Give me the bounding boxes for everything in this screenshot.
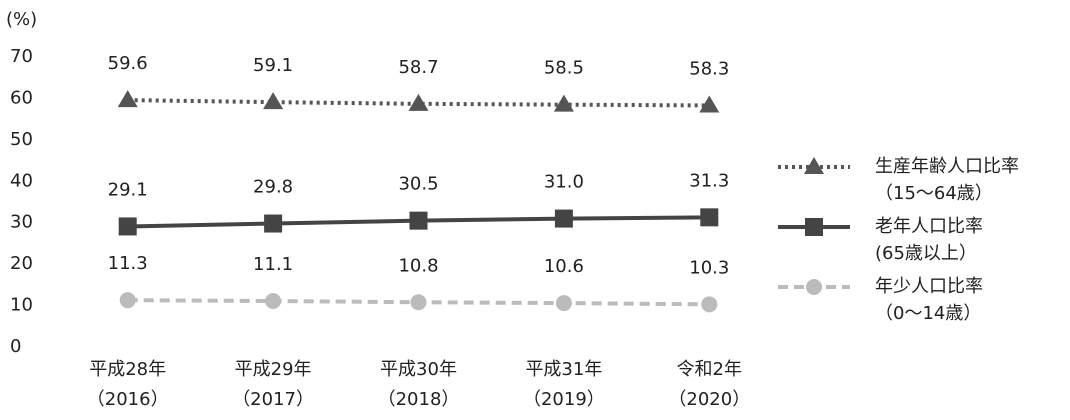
value-label: 29.1 [108,179,148,200]
x-tick-label: （2020） [668,389,750,410]
marker [701,296,718,313]
y-axis-label: (%) [6,9,37,30]
value-label: 11.3 [108,253,148,274]
marker [700,208,719,227]
x-tick-label: 平成28年 [89,359,166,380]
value-label: 31.0 [544,172,584,193]
marker [408,93,429,111]
x-tick-label: 平成29年 [235,359,312,380]
marker [553,94,574,112]
value-label: 30.5 [398,174,438,195]
value-label: 31.3 [689,170,729,191]
value-label: 10.8 [398,255,438,276]
x-tick-label: （2018） [378,389,460,410]
legend-sublabel: （15～64歳） [875,183,993,204]
y-tick-label: 40 [10,170,33,191]
x-tick-label: 令和2年 [677,359,742,380]
x-tick-label: （2019） [523,389,605,410]
marker [554,209,573,228]
y-tick-label: 60 [10,87,33,108]
marker [410,294,427,311]
marker [117,90,138,108]
value-label: 10.6 [544,256,584,277]
legend-sublabel: （0～14歳） [875,303,981,324]
series-line [127,98,710,108]
y-tick-label: 70 [10,46,33,67]
marker [265,293,282,310]
x-tick-label: 平成30年 [380,359,457,380]
marker [263,92,284,110]
marker [409,211,428,230]
x-tick-label: （2016） [87,389,169,410]
value-label: 58.7 [398,57,438,78]
marker [804,157,824,174]
marker [264,214,283,233]
x-tick-label: （2017） [232,389,314,410]
value-label: 11.1 [253,254,293,275]
marker [555,295,572,312]
legend-label: 年少人口比率 [875,276,983,297]
x-tick-label: 平成31年 [525,359,602,380]
value-label: 59.1 [253,55,293,76]
marker [806,279,822,295]
y-tick-label: 20 [10,253,33,274]
legend-sublabel: (65歳以上） [875,243,977,264]
value-label: 59.6 [108,53,148,74]
value-label: 29.8 [253,177,293,198]
value-label: 58.3 [689,58,729,79]
y-tick-label: 50 [10,129,33,150]
y-tick-label: 10 [10,295,33,316]
y-tick-label: 0 [10,336,21,357]
marker [699,95,720,113]
y-tick-label: 30 [10,212,33,233]
legend-label: 生産年齢人口比率 [875,156,1019,177]
value-label: 10.3 [689,257,729,278]
marker [118,217,137,236]
marker [119,292,136,309]
legend-label: 老年人口比率 [875,216,983,237]
marker [805,218,823,236]
value-label: 58.5 [544,58,584,79]
